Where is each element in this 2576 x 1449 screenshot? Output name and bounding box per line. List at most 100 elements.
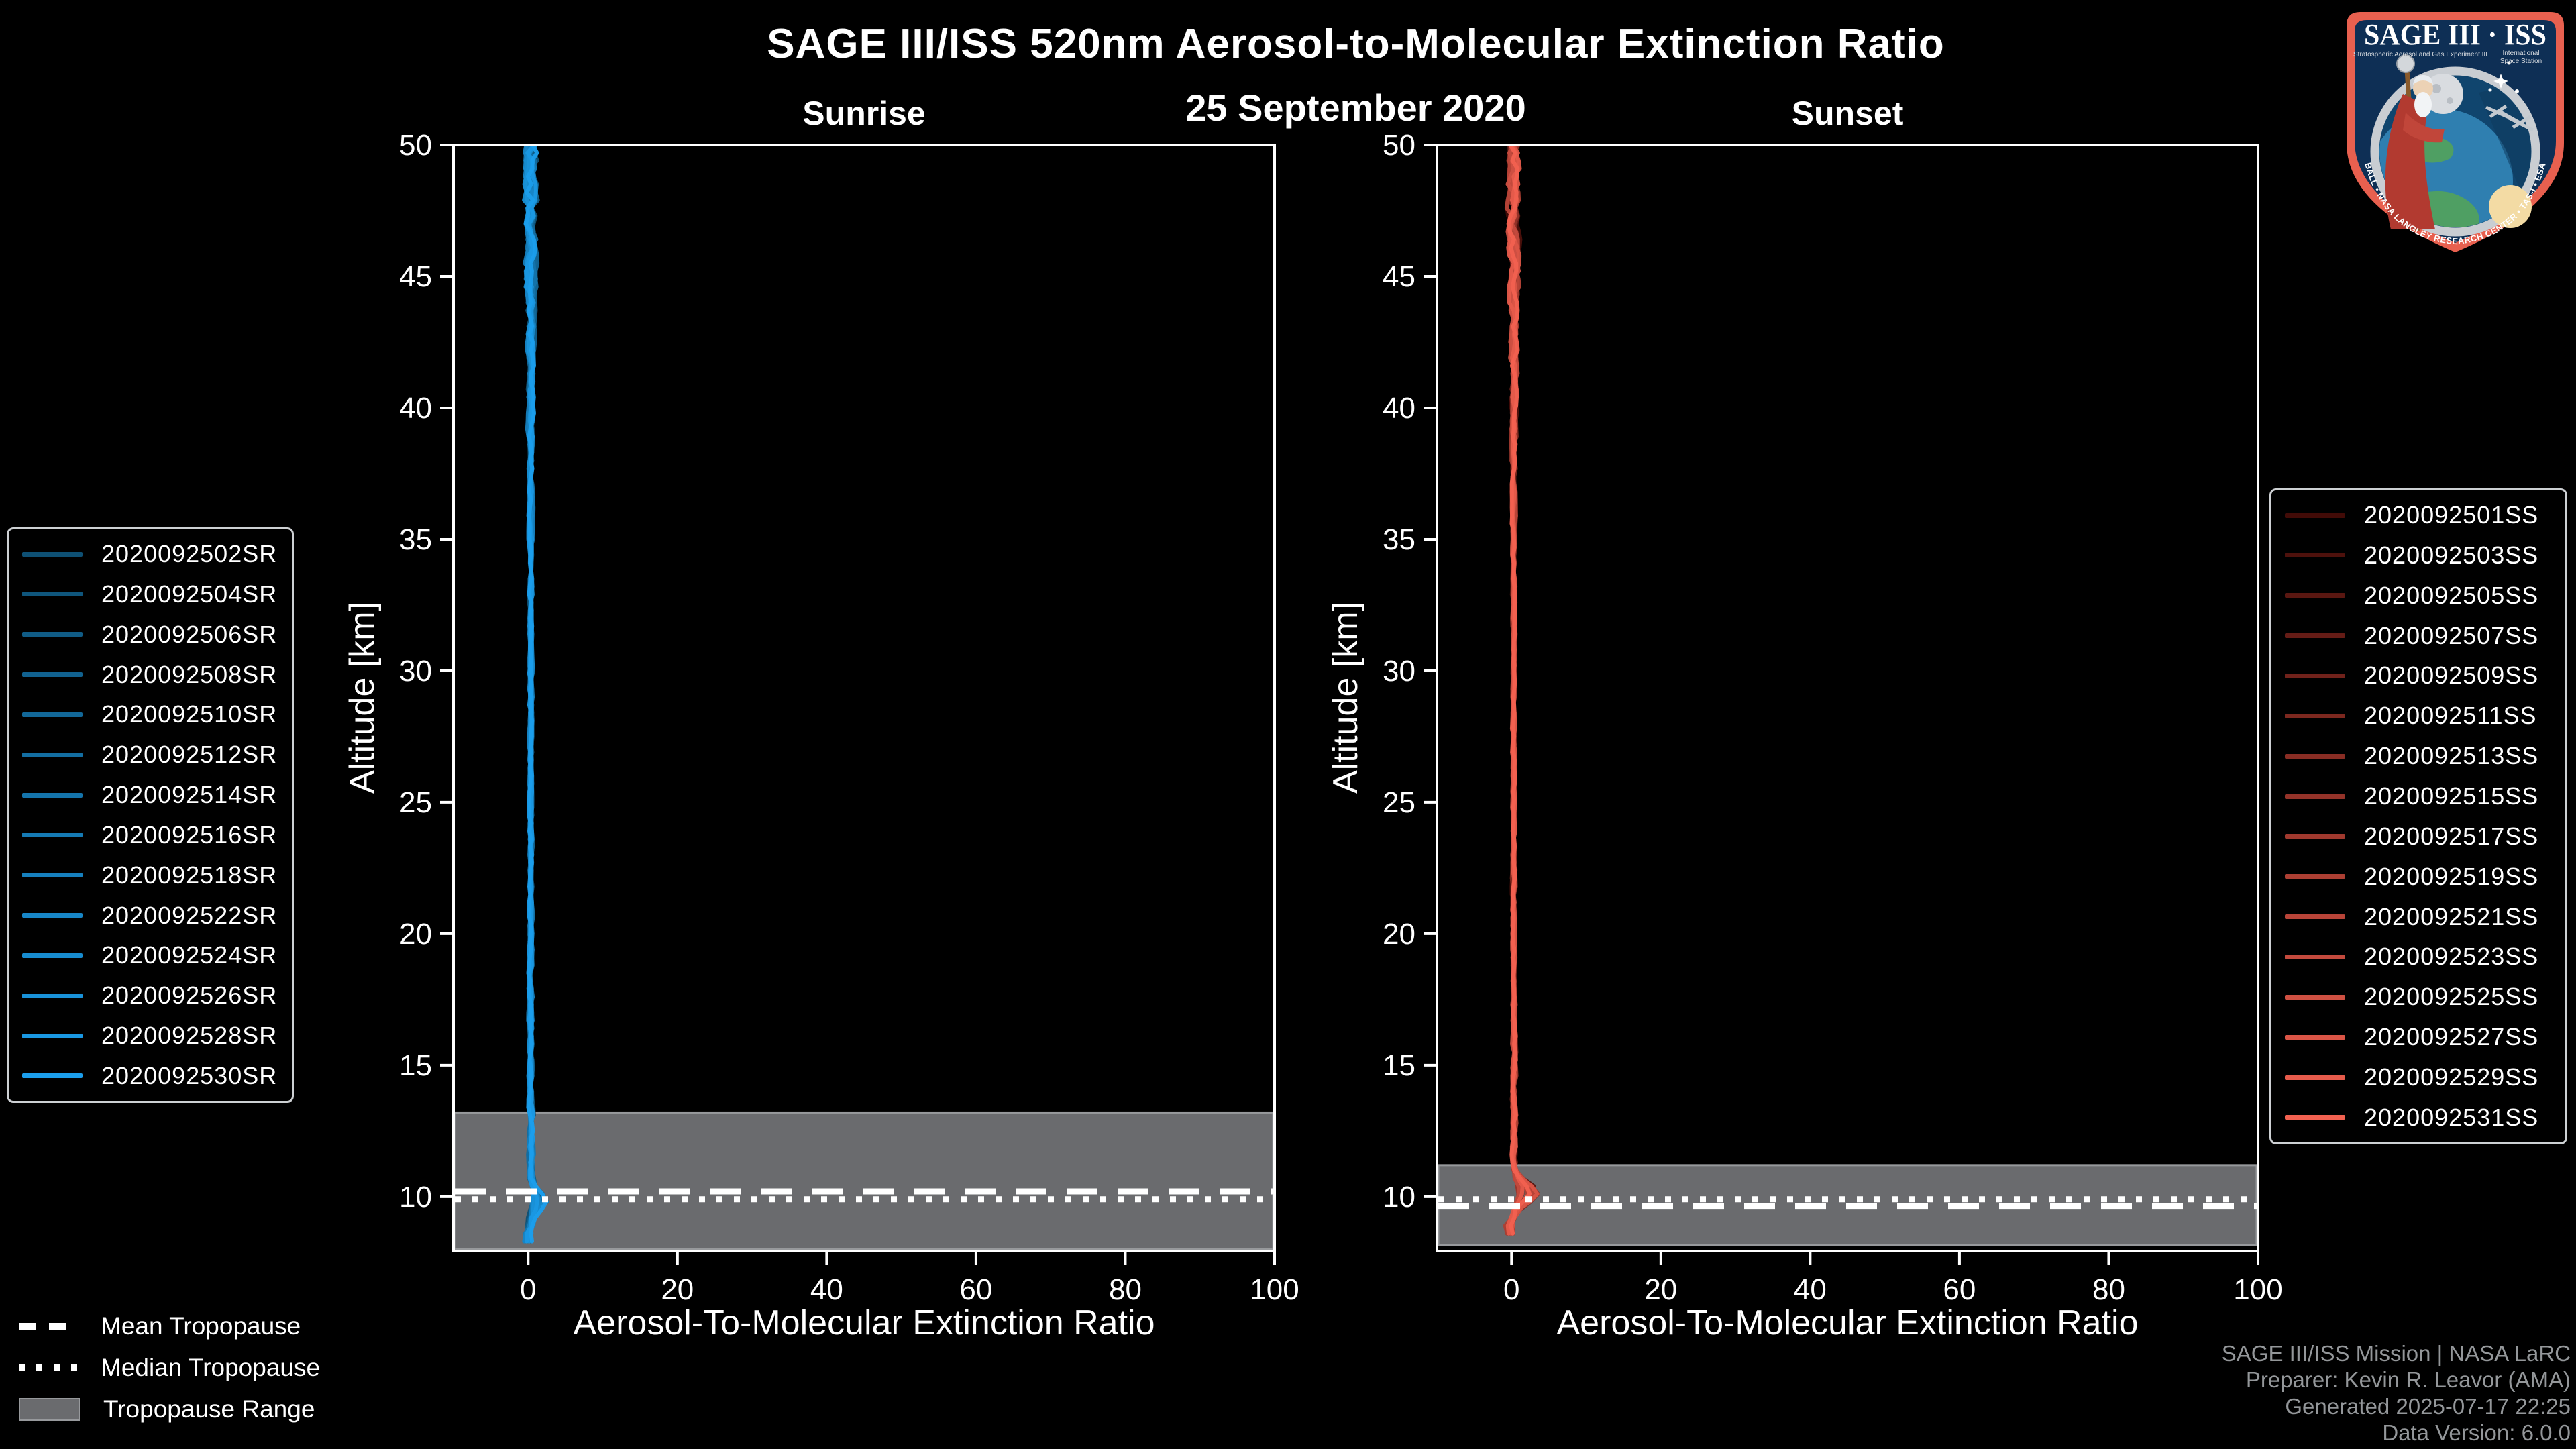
legend-item-label: 2020092505SS (2364, 581, 2539, 609)
logo-subtitle-left: Stratospheric Aerosol and Gas Experiment… (2353, 51, 2487, 58)
legend-line-sample (2285, 593, 2345, 598)
x-tick-label: 100 (2233, 1273, 2282, 1306)
y-tick-label: 40 (399, 392, 432, 425)
logo-title: SAGE III · ISS (2364, 18, 2546, 51)
legend-line-sample (2285, 1034, 2345, 1040)
y-axis-label-sunset: Altitude [km] (1326, 601, 1365, 794)
legend-line-sample (22, 712, 83, 717)
legend-line-sample (22, 792, 83, 798)
y-axis-label-sunrise: Altitude [km] (343, 601, 382, 794)
tropopause-legend: Mean Tropopause Median Tropopause Tropop… (19, 1305, 320, 1430)
y-tick-label: 15 (399, 1049, 432, 1082)
legend-line-sample (2285, 513, 2345, 518)
legend-item: 2020092522SR (14, 902, 286, 930)
y-tick-label: 30 (1383, 655, 1415, 688)
sage-figure (2385, 54, 2445, 231)
y-tick-label: 50 (1383, 129, 1415, 162)
x-tick-label: 20 (1644, 1273, 1677, 1306)
x-tick-label: 0 (1503, 1273, 1519, 1306)
legend-item-label: 2020092508SR (101, 660, 278, 688)
panel-title-sunrise: Sunrise (802, 95, 926, 132)
legend-item-label: 2020092511SS (2364, 702, 2537, 730)
legend-item: 2020092512SR (14, 741, 286, 769)
legend-line-sample (2285, 914, 2345, 920)
figure-title: SAGE III/ISS 520nm Aerosol-to-Molecular … (767, 21, 1945, 67)
y-tick-label: 50 (399, 129, 432, 162)
legend-item: 2020092525SS (2277, 983, 2560, 1011)
x-tick-label: 80 (1109, 1273, 1142, 1306)
x-tick-label: 40 (810, 1273, 843, 1306)
legend-item-mean-tropopause: Mean Tropopause (19, 1305, 320, 1347)
legend-item-label: 2020092504SR (101, 580, 278, 608)
x-tick-label: 60 (1943, 1273, 1976, 1306)
y-tick-label: 40 (1383, 392, 1415, 425)
legend-item: 2020092529SS (2277, 1063, 2560, 1091)
legend-item: 2020092504SR (14, 580, 286, 608)
legend-line-sample (22, 592, 83, 597)
legend-item-label: 2020092521SS (2364, 902, 2539, 930)
legend-line-sample (22, 993, 83, 998)
legend-item: 2020092514SR (14, 781, 286, 809)
legend-line-sample (2285, 1075, 2345, 1080)
legend-item: 2020092516SR (14, 821, 286, 849)
x-tick-label: 40 (1794, 1273, 1827, 1306)
legend-item-label: 2020092531SS (2364, 1103, 2539, 1131)
y-tick-label: 20 (1383, 918, 1415, 951)
logo-subtitle-right-1: International (2502, 50, 2539, 57)
legend-item: 2020092524SR (14, 941, 286, 969)
legend-line-sample (2285, 753, 2345, 759)
legend-item: 2020092517SS (2277, 822, 2560, 851)
footer-preparer-line: Preparer: Kevin R. Leavor (AMA) (2245, 1367, 2571, 1393)
legend-item-label: 2020092528SR (101, 1022, 278, 1050)
legend-item: 2020092501SS (2277, 501, 2560, 529)
legend-item-label: 2020092526SR (101, 981, 278, 1010)
legend-item: 2020092527SS (2277, 1023, 2560, 1051)
tropopause-range-sample (19, 1398, 80, 1421)
legend-line-sample (22, 551, 83, 557)
legend-item-label: 2020092510SR (101, 700, 278, 729)
median-tropopause-dot-sample (19, 1364, 78, 1371)
footer-mission-line: SAGE III/ISS Mission | NASA LaRC (2221, 1340, 2571, 1366)
legend-item: 2020092531SS (2277, 1104, 2560, 1132)
panel-title-sunset: Sunset (1791, 95, 1904, 132)
legend-line-sample (22, 953, 83, 958)
legend-item-label: 2020092529SS (2364, 1063, 2539, 1091)
figure-date: 25 September 2020 (1185, 87, 1526, 129)
legend-item-label: 2020092512SR (101, 741, 278, 769)
legend-item: 2020092518SR (14, 861, 286, 890)
legend-item-label: 2020092514SR (101, 781, 278, 809)
x-tick-label: 80 (2092, 1273, 2125, 1306)
y-tick-label: 25 (399, 786, 432, 819)
moon-icon (2423, 74, 2463, 114)
stars (2488, 61, 2519, 93)
legend-line-sample (2285, 994, 2345, 1000)
legend-item: 2020092513SS (2277, 742, 2560, 770)
legend-line-sample (22, 1033, 83, 1038)
sunset-legend: 2020092501SS 2020092503SS 2020092505SS 2020… (2269, 488, 2567, 1144)
legend-item: 2020092508SR (14, 661, 286, 689)
tropopause-range-band (453, 1111, 1275, 1250)
legend-line-sample (2285, 834, 2345, 839)
legend-item-label: 2020092524SR (101, 941, 278, 969)
legend-item-label: 2020092515SS (2364, 782, 2539, 810)
axes-frame (1436, 144, 2259, 1252)
footer-credits: SAGE III/ISS Mission | NASA LaRC Prepare… (2222, 1340, 2571, 1446)
legend-item-label: 2020092525SS (2364, 983, 2539, 1011)
legend-line-sample (22, 913, 83, 918)
y-tick-label: 10 (399, 1181, 432, 1214)
legend-item: 2020092505SS (2277, 582, 2560, 610)
legend-item: 2020092506SR (14, 621, 286, 649)
profile-line-2020092531SS (1506, 146, 1532, 1236)
legend-item: 2020092523SS (2277, 943, 2560, 971)
profile-line-2020092530SR (523, 146, 549, 1244)
footer-generated-line: Generated 2025-07-17 22:25 (2285, 1393, 2571, 1419)
sunset-panel: 0 20 40 60 80 100 10 15 20 25 30 35 40 45 50 (1383, 129, 2283, 1306)
legend-item-label: 2020092518SR (101, 861, 278, 889)
legend-line-sample (22, 1073, 83, 1079)
y-tick-label: 35 (399, 523, 432, 556)
legend-item-label: 2020092501SS (2364, 501, 2539, 529)
mean-tropopause-dash-sample (19, 1323, 78, 1330)
legend-item-label: 2020092513SS (2364, 742, 2539, 770)
legend-line-sample (22, 833, 83, 838)
